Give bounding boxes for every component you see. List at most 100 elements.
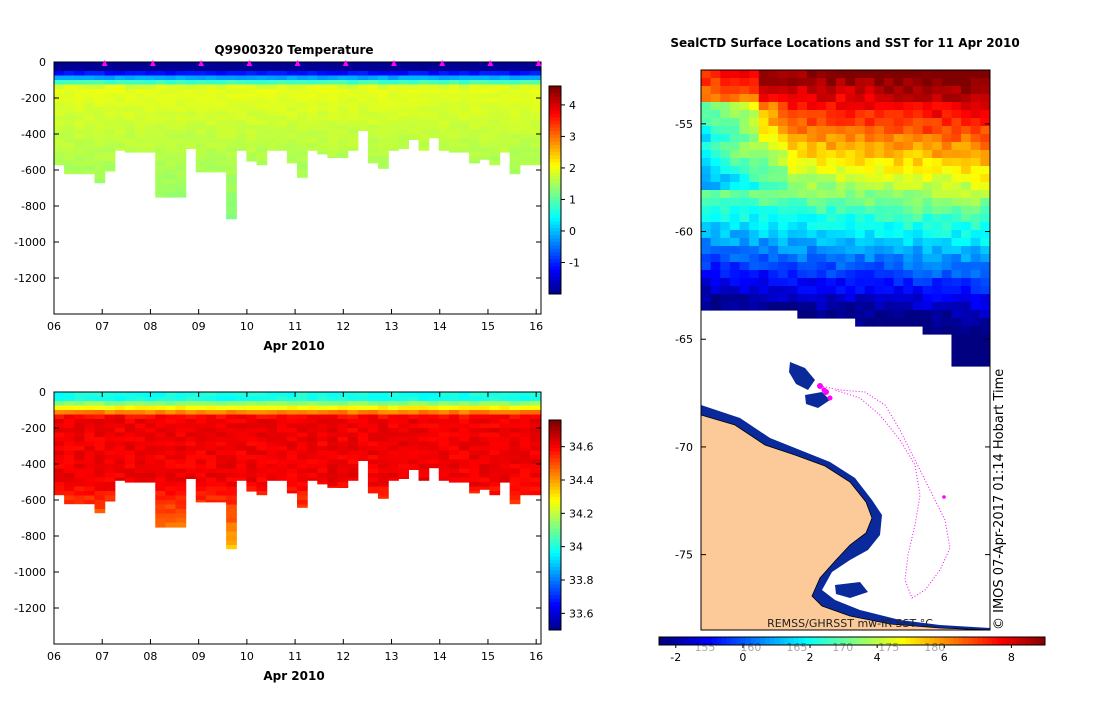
section-cell [489, 401, 501, 407]
sst-cell [961, 350, 972, 359]
section-cell [367, 414, 379, 420]
sst-cell [778, 198, 789, 207]
section-cell [367, 93, 379, 99]
section-cell [84, 147, 96, 153]
sst-cell [749, 302, 760, 311]
section-cell [266, 464, 278, 470]
section-cell [378, 165, 389, 169]
section-cell [246, 120, 258, 126]
sst-cell [932, 158, 943, 167]
section-cell [246, 62, 258, 68]
sst-cell [912, 222, 924, 231]
section-cell [317, 414, 328, 420]
section-cell [276, 473, 288, 479]
colorbar-segment [549, 269, 561, 274]
sst-cell [816, 182, 827, 191]
section-cell [398, 464, 410, 470]
section-cell [317, 473, 328, 479]
section-cell [438, 107, 450, 113]
section-cell [327, 392, 339, 398]
section-cell [317, 147, 328, 153]
section-cell [185, 401, 197, 407]
sst-cell [758, 118, 770, 127]
section-cell [216, 477, 227, 483]
section-cell [84, 459, 96, 465]
sst-cell [758, 102, 770, 111]
section-cell [155, 147, 166, 153]
sst-cell [922, 246, 933, 255]
section-cell [216, 98, 227, 104]
sst-cell [778, 70, 789, 79]
section-cell [469, 143, 480, 149]
sst-cell [758, 86, 770, 95]
sst-cell [855, 198, 866, 207]
sst-cell [797, 86, 808, 95]
station-marker [390, 60, 397, 66]
section-cell [317, 392, 328, 398]
section-cell [317, 450, 328, 456]
sst-cell [768, 198, 779, 207]
section-cell [327, 450, 339, 456]
sst-cell [729, 86, 741, 95]
sst-cell [797, 270, 808, 279]
section-cell [529, 446, 541, 452]
sst-cell [864, 174, 875, 183]
section-cell [74, 120, 85, 126]
section-cell [185, 450, 197, 456]
section-cell [74, 170, 85, 175]
section-cell [357, 414, 369, 420]
sst-cell [980, 270, 990, 279]
sst-cell [855, 174, 866, 183]
sst-cell [855, 78, 866, 87]
sst-cell [951, 102, 962, 111]
sst-cell [701, 246, 712, 255]
section-cell [408, 134, 420, 140]
section-cell [54, 464, 65, 470]
sst-cell [758, 190, 770, 199]
section-cell [236, 134, 247, 140]
sst-cell [912, 230, 924, 239]
section-cell [165, 477, 177, 483]
section-cell [529, 482, 541, 488]
section-cell [165, 473, 177, 479]
section-cell [226, 401, 237, 407]
section-cell [297, 107, 308, 113]
section-cell [165, 147, 177, 153]
sst-cell [903, 222, 914, 231]
section-cell [94, 75, 106, 81]
section-cell [226, 446, 237, 452]
section-cell [479, 129, 491, 135]
section-cell [104, 125, 116, 131]
sst-cell [970, 246, 981, 255]
section-cell [236, 419, 247, 425]
section-cell [165, 143, 177, 149]
section-cell [155, 441, 166, 447]
section-cell [155, 522, 166, 528]
sst-cell [758, 158, 770, 167]
section-cell [459, 125, 470, 131]
section-cell [337, 66, 349, 72]
section-cell [256, 102, 268, 108]
section-cell [266, 450, 278, 456]
section-cell [499, 464, 511, 470]
sst-cell [835, 246, 847, 255]
section-cell [124, 107, 136, 113]
section-cell [489, 396, 501, 402]
sst-cell [768, 150, 779, 159]
sst-cell [768, 206, 779, 215]
sst-cell [874, 134, 885, 143]
sst-cell [749, 142, 760, 151]
sst-cell [980, 158, 990, 167]
sst-cell [884, 86, 895, 95]
section-cell [236, 93, 247, 99]
section-cell [94, 84, 106, 90]
section-cell [236, 102, 247, 108]
section-cell [317, 464, 328, 470]
section-cell [195, 455, 207, 461]
section-cell [145, 459, 156, 465]
sst-cell [893, 190, 904, 199]
section-cell [104, 129, 116, 135]
section-cell [479, 143, 491, 149]
section-cell [246, 477, 258, 483]
section-cell [114, 396, 126, 402]
